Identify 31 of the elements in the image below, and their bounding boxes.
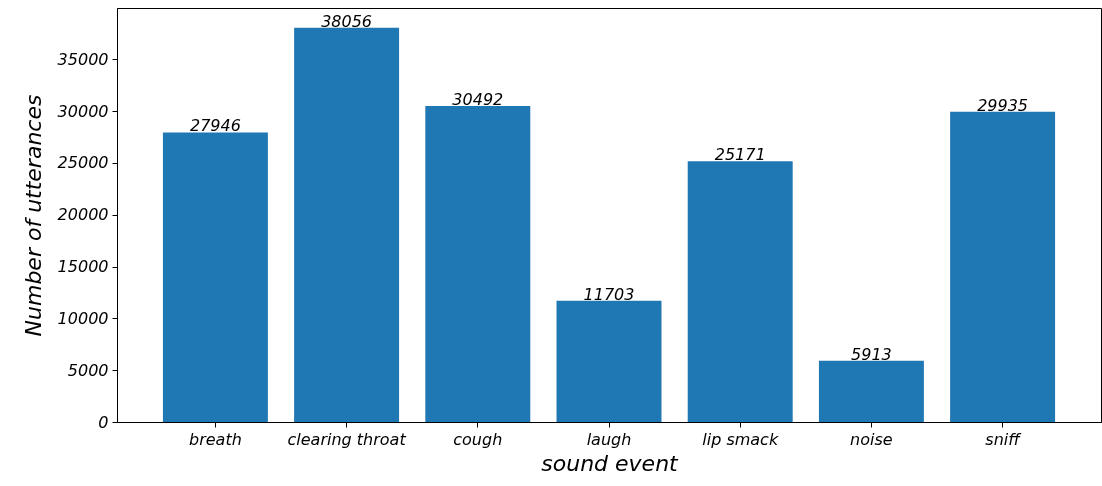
bar	[294, 27, 400, 422]
data-label: 30492	[452, 90, 504, 110]
x-tick-label: noise	[850, 429, 893, 449]
y-tick-label: 35000	[57, 49, 109, 69]
bar	[556, 300, 662, 422]
x-axis-title: sound event	[541, 450, 680, 476]
y-tick-label: 10000	[57, 308, 109, 328]
bar	[818, 360, 924, 422]
y-axis-title: Number of utterances	[20, 94, 46, 337]
data-label: 29935	[977, 95, 1029, 115]
y-tick-label: 25000	[57, 153, 109, 173]
y-tick-label: 20000	[57, 205, 109, 225]
y-tick-label: 5000	[67, 360, 109, 380]
bar	[950, 111, 1056, 422]
y-tick-label: 0	[98, 412, 109, 432]
data-label: 38056	[321, 11, 373, 31]
x-tick-label: breath	[189, 429, 242, 449]
x-tick-label: laugh	[586, 429, 632, 449]
x-tick-label: cough	[453, 429, 503, 449]
data-label: 27946	[189, 116, 241, 136]
y-tick-label: 30000	[57, 101, 109, 121]
x-tick-label: sniff	[985, 429, 1023, 449]
data-label: 25171	[714, 145, 766, 165]
x-tick-label: clearing throat	[287, 429, 407, 449]
data-label: 11703	[583, 284, 635, 304]
data-label: 5913	[851, 344, 892, 364]
x-tick-label: lip smack	[702, 429, 779, 449]
bar	[425, 106, 531, 422]
bar	[687, 161, 793, 422]
y-tick-label: 15000	[57, 257, 109, 277]
bar	[162, 132, 268, 422]
